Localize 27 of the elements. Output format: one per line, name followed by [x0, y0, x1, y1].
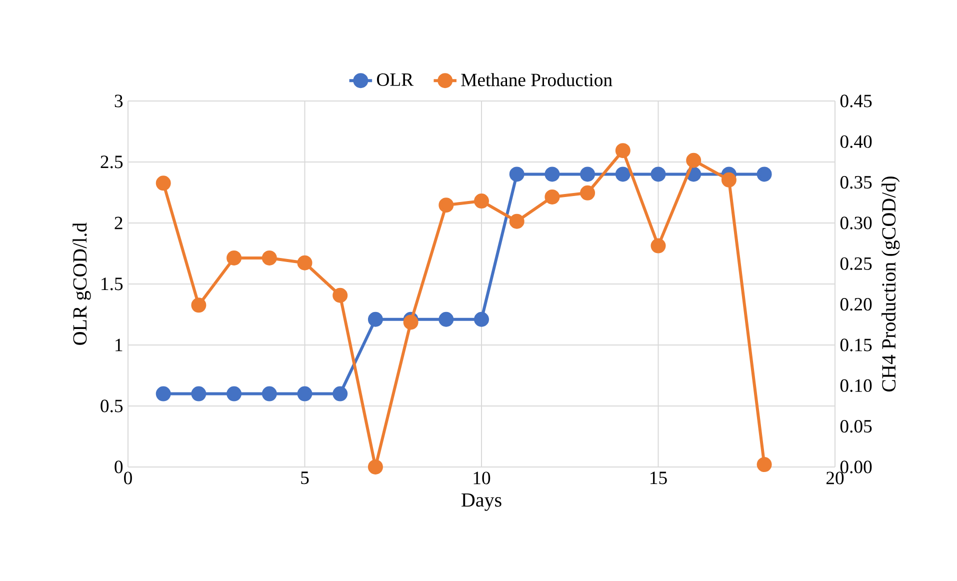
y2-axis-title: CH4 Production (gCOD/d)	[882, 176, 900, 392]
y-tick-label: 1.5	[102, 278, 123, 290]
y2-tick-label: 0.30	[840, 216, 872, 230]
y2-tick-label: 0.40	[840, 135, 872, 148]
x-tick-label: 0	[124, 472, 132, 484]
y-tick-label: 3	[114, 94, 123, 108]
y2-tick-label: 0.35	[840, 176, 872, 189]
y2-tick-label: 0.00	[840, 460, 872, 474]
y2-tick-label: 0.15	[840, 338, 872, 352]
y-tick-label: 0.5	[100, 400, 123, 412]
y-tick-label: 2.5	[100, 156, 123, 168]
y2-tick-label: 0.25	[840, 257, 872, 270]
y-tick-label: 0	[114, 460, 123, 474]
y2-tick-label: 0.10	[840, 379, 872, 392]
y2-tick-label: 0.20	[840, 298, 872, 311]
y-tick-label: 1	[116, 338, 122, 352]
y-axis-title: OLR gCOD/l.d	[72, 222, 91, 345]
x-tick-label: 10	[474, 472, 490, 484]
x-axis-title: Days	[462, 493, 502, 511]
y2-tick-label: 0.45	[840, 94, 872, 108]
x-tick-label: 20	[826, 472, 844, 484]
legend-label: OLR	[377, 73, 414, 86]
y-tick-label: 2	[114, 216, 122, 230]
y2-tick-label: 0.05	[840, 420, 872, 433]
x-tick-label: 5	[301, 472, 309, 484]
x-tick-label: 15	[650, 472, 667, 484]
legend-label: Methane Production	[461, 73, 612, 86]
